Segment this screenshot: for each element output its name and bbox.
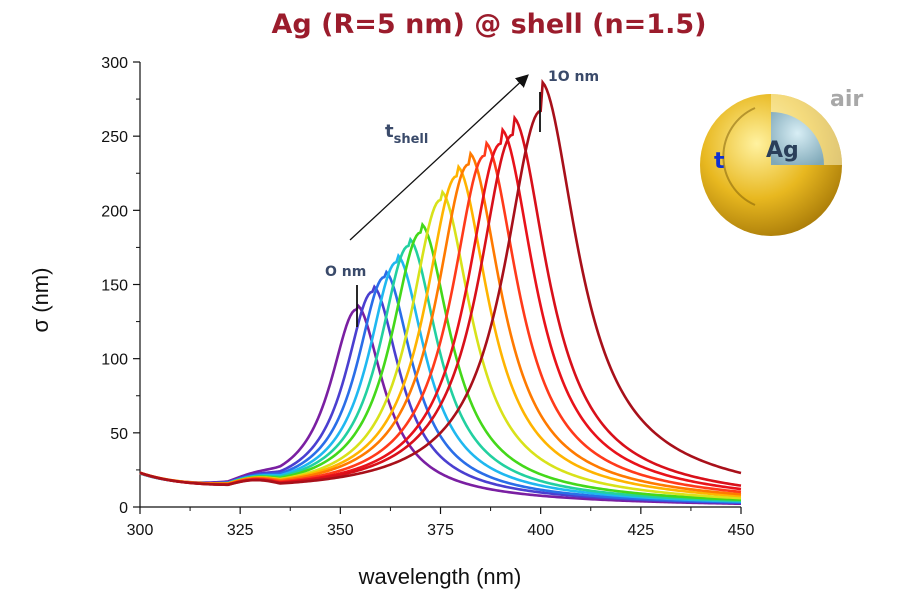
- x-axis-title: wavelength (nm): [358, 564, 522, 589]
- series-line-12: [139, 78, 742, 487]
- y-tick-label: 150: [101, 278, 128, 295]
- trend-arrow: [349, 74, 529, 241]
- inset-core-label: Ag: [766, 138, 799, 163]
- y-tick-label: 100: [101, 352, 128, 369]
- y-tick-label: 250: [101, 129, 128, 146]
- y-tick-label: 0: [119, 500, 128, 517]
- cut-edge: [722, 107, 756, 206]
- end-label: 1O nm: [548, 69, 599, 85]
- x-tick-label: 350: [327, 522, 354, 539]
- arrow-label-sub: shell: [394, 132, 429, 147]
- y-ticks: 0 50 100 150 200 250 300: [101, 55, 140, 517]
- inset-shell-label: t: [714, 149, 725, 174]
- start-label: O nm: [325, 264, 366, 280]
- x-tick-label: 375: [427, 522, 454, 539]
- x-ticks: 300 325 350 375 400 425 450: [127, 507, 755, 539]
- series-group: [139, 78, 742, 506]
- x-tick-label: 325: [227, 522, 254, 539]
- y-tick-label: 50: [110, 426, 128, 443]
- x-tick-label: 425: [627, 522, 654, 539]
- inset-air-label: air: [830, 87, 863, 112]
- x-tick-label: 450: [728, 522, 755, 539]
- arrow-label: tshell: [385, 121, 428, 147]
- core-shell-inset: air Ag t: [700, 87, 863, 236]
- y-tick-label: 200: [101, 203, 128, 220]
- x-tick-label: 300: [127, 522, 154, 539]
- x-tick-label: 400: [527, 522, 554, 539]
- series-line-5: [139, 221, 742, 502]
- y-tick-label: 300: [101, 55, 128, 72]
- core-cutaway: [771, 112, 824, 165]
- series-line-8: [139, 150, 742, 496]
- chart-title: Ag (R=5 nm) @ shell (n=1.5): [272, 9, 707, 40]
- y-axis-title: σ (nm): [28, 268, 53, 333]
- series-line-7: [139, 163, 742, 498]
- arrow-label-main: t: [385, 121, 394, 142]
